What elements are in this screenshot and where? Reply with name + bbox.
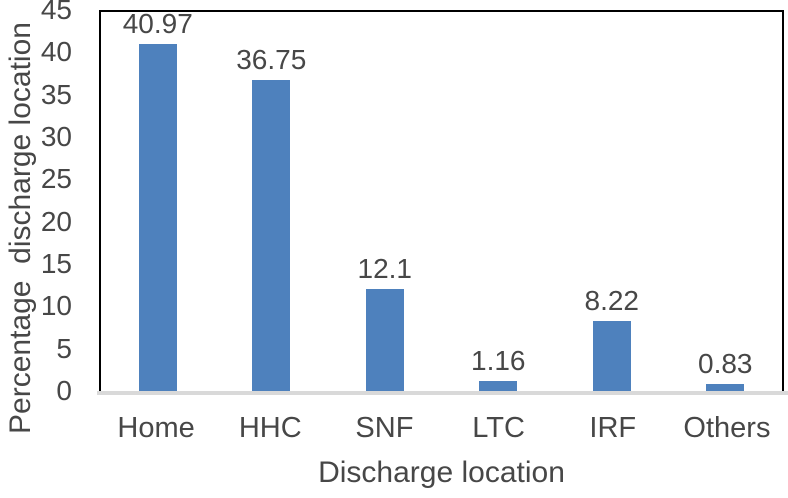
x-category-label: IRF	[589, 412, 637, 444]
x-category-label: SNF	[355, 412, 414, 444]
x-category-label: Others	[683, 412, 771, 444]
bar	[138, 44, 177, 391]
y-tick-label: 20	[40, 205, 72, 237]
y-tick-label: 15	[40, 248, 72, 279]
x-axis-line	[97, 391, 788, 395]
y-tick-label: 45	[40, 0, 72, 25]
x-category-label: LTC	[472, 412, 525, 444]
bar	[592, 321, 631, 391]
x-category-label: HHC	[238, 412, 302, 444]
bar-value-label: 12.1	[357, 252, 413, 284]
bar-value-label: 1.16	[471, 345, 526, 377]
y-tick-label: 30	[40, 121, 72, 152]
bar	[706, 383, 745, 391]
bar-value-label: 0.83	[698, 347, 753, 379]
y-tick-label: 0	[56, 375, 72, 406]
x-axis-title: Discharge location	[318, 456, 565, 489]
y-tick-label: 40	[40, 36, 72, 68]
y-tick-label: 35	[40, 78, 72, 110]
bar-value-label: 8.22	[584, 285, 640, 317]
bar-slot: 36.75	[215, 12, 329, 391]
bar-slot: 40.97	[101, 8, 215, 391]
bar-value-label: 36.75	[236, 43, 307, 75]
y-axis-ticks: 0 5 10 15 20 25 30 35 40 45	[0, 0, 72, 498]
y-tick-label: 25	[40, 163, 72, 195]
y-tick-label: 5	[56, 332, 72, 364]
bar-slot: 12.1	[328, 12, 442, 391]
y-tick-label: 10	[40, 290, 72, 322]
bar	[365, 288, 404, 391]
bar	[479, 381, 518, 391]
bar-slot: 8.22	[555, 12, 669, 391]
bar-slot: 1.16	[442, 12, 556, 391]
plot-area: 40.97 36.75 12.1 1.16 8.22 0.83	[99, 8, 784, 391]
bar	[252, 79, 291, 391]
bar-slot: 0.83	[669, 12, 783, 391]
bar-value-label: 40.97	[122, 8, 193, 40]
x-axis-category-labels: Home HHC SNF LTC IRF Others	[99, 411, 784, 445]
x-category-label: Home	[117, 412, 195, 444]
